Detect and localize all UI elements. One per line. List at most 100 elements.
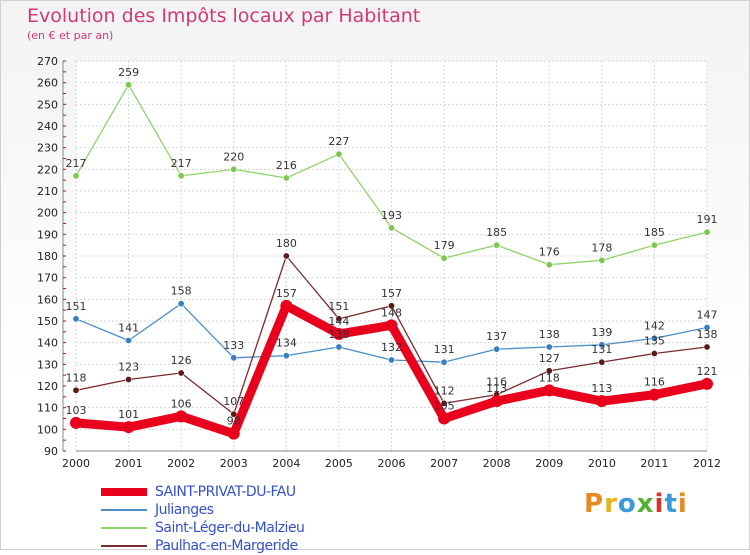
x-tick-label: 2002 bbox=[167, 457, 195, 470]
data-label: 118 bbox=[539, 371, 560, 384]
legend-item: SAINT-PRIVAT-DU-FAU bbox=[101, 483, 304, 501]
data-point bbox=[387, 356, 395, 364]
y-tick-label: 230 bbox=[37, 142, 58, 155]
y-tick-label: 190 bbox=[37, 228, 58, 241]
data-label: 259 bbox=[118, 66, 139, 79]
x-tick-label: 2012 bbox=[693, 457, 721, 470]
data-label: 158 bbox=[171, 285, 192, 298]
data-point bbox=[598, 358, 606, 366]
data-label: 134 bbox=[276, 337, 297, 350]
data-label: 113 bbox=[486, 382, 507, 395]
data-label: 151 bbox=[328, 300, 349, 313]
data-point bbox=[175, 410, 188, 423]
data-label: 138 bbox=[697, 328, 718, 341]
legend-item: Saint-Léger-du-Malzieu bbox=[101, 519, 305, 537]
data-label: 139 bbox=[591, 326, 612, 339]
data-label: 131 bbox=[434, 343, 455, 356]
chart-title: Evolution des Impôts locaux par Habitant bbox=[27, 5, 421, 27]
data-point bbox=[230, 354, 238, 362]
y-tick-label: 260 bbox=[37, 77, 58, 90]
logo-letter: r bbox=[604, 489, 618, 519]
data-label: 98 bbox=[227, 415, 241, 428]
logo-letter: i bbox=[677, 489, 688, 519]
legend-label: SAINT-PRIVAT-DU-FAU bbox=[155, 484, 296, 500]
data-point bbox=[282, 174, 290, 182]
data-label: 112 bbox=[434, 384, 455, 397]
data-label: 151 bbox=[66, 300, 87, 313]
data-point bbox=[335, 315, 343, 323]
data-point bbox=[177, 172, 185, 180]
x-tick-label: 2008 bbox=[483, 457, 511, 470]
data-point bbox=[543, 384, 556, 397]
y-tick-label: 270 bbox=[37, 55, 58, 68]
logo-letter: i bbox=[654, 489, 665, 519]
proxiti-logo: Proxiti bbox=[584, 489, 688, 519]
x-tick-label: 2000 bbox=[62, 457, 90, 470]
data-point bbox=[440, 358, 448, 366]
data-point bbox=[598, 341, 606, 349]
data-point bbox=[177, 300, 185, 308]
data-point bbox=[125, 375, 133, 383]
data-point bbox=[282, 252, 290, 260]
data-point bbox=[650, 334, 658, 342]
data-label: 127 bbox=[539, 352, 560, 365]
x-tick-label: 2003 bbox=[220, 457, 248, 470]
data-label: 185 bbox=[486, 226, 507, 239]
legend-label: Saint-Léger-du-Malzieu bbox=[155, 520, 305, 536]
data-label: 176 bbox=[539, 246, 560, 259]
logo-letter: t bbox=[664, 489, 678, 519]
y-tick-label: 100 bbox=[37, 423, 58, 436]
data-label: 157 bbox=[381, 287, 402, 300]
data-label: 116 bbox=[644, 376, 665, 389]
logo-letter: x bbox=[636, 489, 655, 519]
y-tick-label: 200 bbox=[37, 207, 58, 220]
data-point bbox=[595, 395, 608, 408]
x-tick-label: 2011 bbox=[640, 457, 668, 470]
data-point bbox=[282, 352, 290, 360]
data-label: 126 bbox=[171, 354, 192, 367]
x-tick-label: 2001 bbox=[115, 457, 143, 470]
data-label: 137 bbox=[486, 330, 507, 343]
data-label: 193 bbox=[381, 209, 402, 222]
data-label: 133 bbox=[223, 339, 244, 352]
y-tick-label: 140 bbox=[37, 337, 58, 350]
legend-swatch bbox=[101, 527, 147, 529]
y-tick-label: 170 bbox=[37, 272, 58, 285]
data-point bbox=[335, 150, 343, 158]
legend-item: Paulhac-en-Margeride bbox=[101, 537, 304, 555]
data-point bbox=[332, 328, 345, 340]
y-tick-label: 130 bbox=[37, 358, 58, 371]
data-label: 217 bbox=[66, 157, 87, 170]
data-point bbox=[650, 241, 658, 249]
data-point bbox=[545, 367, 553, 375]
data-label: 180 bbox=[276, 237, 297, 250]
data-point bbox=[72, 386, 80, 394]
data-point bbox=[227, 427, 240, 440]
chart-subtitle: (en € et par an) bbox=[27, 29, 114, 42]
y-tick-label: 220 bbox=[37, 163, 58, 176]
data-label: 138 bbox=[328, 328, 349, 341]
data-label: 217 bbox=[171, 157, 192, 170]
data-label: 113 bbox=[591, 382, 612, 395]
data-label: 132 bbox=[381, 341, 402, 354]
data-point bbox=[493, 345, 501, 353]
data-label: 105 bbox=[434, 400, 455, 413]
y-tick-label: 120 bbox=[37, 380, 58, 393]
legend-label: Julianges bbox=[155, 502, 214, 518]
data-point bbox=[440, 399, 448, 407]
data-label: 191 bbox=[697, 213, 718, 226]
x-tick-label: 2005 bbox=[325, 457, 353, 470]
logo-letter: P bbox=[584, 489, 605, 519]
data-point bbox=[598, 256, 606, 264]
data-label: 148 bbox=[381, 306, 402, 319]
data-point bbox=[490, 395, 503, 408]
data-label: 141 bbox=[118, 322, 139, 335]
y-tick-label: 180 bbox=[37, 250, 58, 263]
data-label: 116 bbox=[486, 376, 507, 389]
x-tick-label: 2004 bbox=[272, 457, 300, 470]
data-point bbox=[70, 416, 82, 429]
data-point bbox=[230, 165, 238, 173]
data-label: 103 bbox=[66, 404, 87, 417]
data-label: 121 bbox=[697, 365, 718, 378]
data-point bbox=[703, 228, 711, 236]
